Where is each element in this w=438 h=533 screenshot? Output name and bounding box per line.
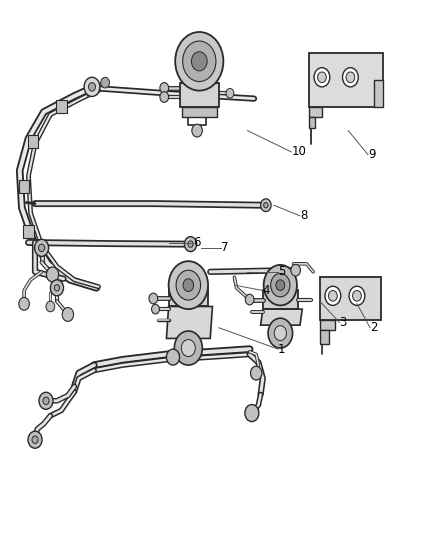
Circle shape (184, 237, 197, 252)
Circle shape (271, 273, 290, 297)
Text: 4: 4 (263, 284, 270, 297)
Circle shape (268, 318, 293, 348)
Polygon shape (309, 53, 383, 107)
Text: 5: 5 (278, 265, 286, 278)
Polygon shape (166, 306, 212, 338)
Text: 8: 8 (300, 209, 307, 222)
Polygon shape (263, 290, 298, 309)
Circle shape (353, 290, 361, 301)
Circle shape (264, 203, 268, 208)
Text: 2: 2 (370, 321, 378, 334)
Polygon shape (320, 320, 335, 330)
Text: 6: 6 (193, 236, 200, 249)
Circle shape (46, 267, 59, 282)
Circle shape (62, 308, 74, 321)
Circle shape (46, 301, 55, 312)
Circle shape (50, 280, 64, 296)
Circle shape (343, 68, 358, 87)
Circle shape (325, 286, 341, 305)
Circle shape (88, 83, 95, 91)
Circle shape (35, 239, 49, 256)
Circle shape (274, 326, 286, 341)
Text: 1: 1 (278, 343, 286, 356)
Circle shape (43, 397, 49, 405)
Circle shape (261, 199, 271, 212)
Circle shape (175, 32, 223, 91)
Circle shape (191, 52, 207, 71)
Circle shape (39, 244, 45, 252)
Circle shape (349, 286, 365, 305)
Polygon shape (261, 309, 302, 325)
Polygon shape (87, 82, 97, 94)
Circle shape (28, 431, 42, 448)
Circle shape (264, 265, 297, 305)
Circle shape (160, 83, 169, 93)
Circle shape (19, 297, 29, 310)
Circle shape (149, 293, 158, 304)
Polygon shape (309, 117, 315, 128)
Circle shape (183, 41, 216, 82)
Circle shape (314, 68, 330, 87)
Circle shape (245, 405, 259, 422)
Text: 7: 7 (221, 241, 229, 254)
Circle shape (166, 349, 180, 365)
Circle shape (226, 88, 234, 98)
Circle shape (192, 124, 202, 137)
Circle shape (160, 92, 169, 102)
Circle shape (318, 72, 326, 83)
Polygon shape (23, 225, 34, 238)
Polygon shape (28, 135, 38, 148)
Circle shape (291, 264, 300, 276)
Circle shape (84, 77, 100, 96)
Circle shape (188, 241, 193, 247)
Polygon shape (320, 277, 381, 320)
Circle shape (152, 304, 159, 314)
Circle shape (251, 366, 262, 380)
Circle shape (276, 280, 285, 290)
Circle shape (183, 279, 194, 292)
Circle shape (176, 270, 201, 300)
Circle shape (39, 392, 53, 409)
Text: 9: 9 (368, 148, 375, 161)
Circle shape (346, 72, 355, 83)
Polygon shape (19, 180, 29, 193)
Circle shape (181, 340, 195, 357)
Text: 10: 10 (291, 146, 306, 158)
Circle shape (32, 436, 38, 443)
Polygon shape (374, 80, 383, 107)
Polygon shape (182, 107, 217, 117)
Polygon shape (180, 83, 219, 107)
Text: 3: 3 (339, 316, 347, 329)
Circle shape (54, 285, 60, 291)
Polygon shape (309, 107, 322, 117)
Polygon shape (56, 100, 67, 113)
Polygon shape (320, 330, 328, 344)
Circle shape (328, 290, 337, 301)
Circle shape (169, 261, 208, 309)
Circle shape (245, 294, 254, 305)
Circle shape (101, 77, 110, 88)
Polygon shape (169, 288, 208, 306)
Circle shape (174, 331, 202, 365)
